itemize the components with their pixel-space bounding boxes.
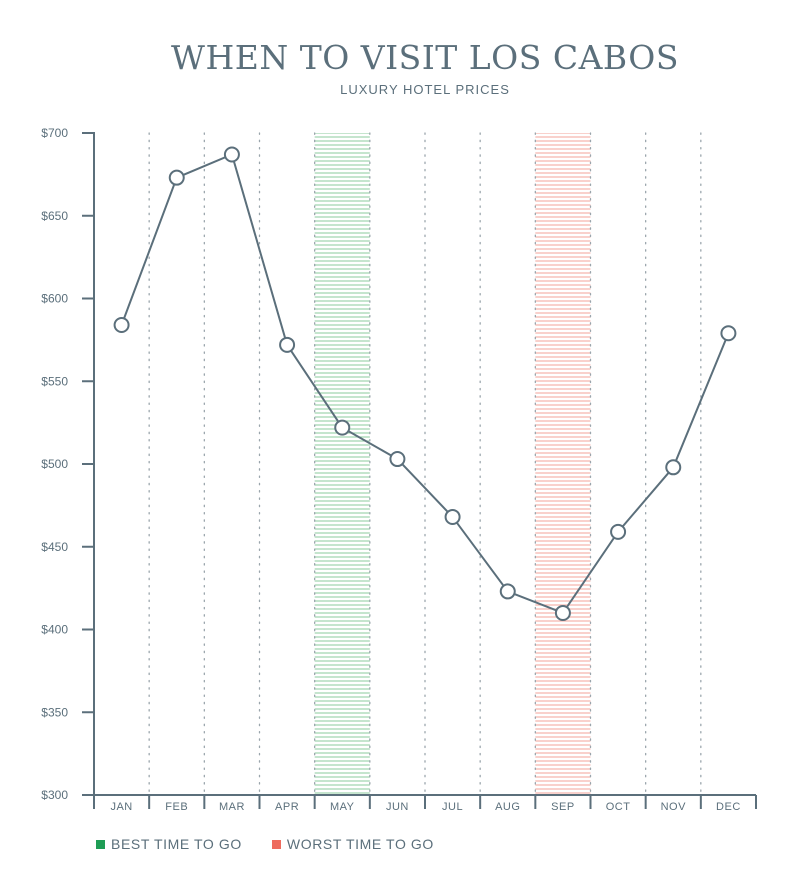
y-tick-label: $600 [41,292,68,306]
x-axis-ticks: JAN FEB MAR APR MAY JUN JUL AUG SEP OCT NOV DEC [93,795,757,813]
x-tick-label: DEC [716,801,741,813]
x-tick-label: MAR [219,801,245,813]
legend-label-best: BEST TIME TO GO [111,836,242,852]
data-point [223,146,240,163]
chart-title: WHEN TO VISIT LOS CABOS [171,38,679,77]
data-point [389,451,406,468]
y-tick-label: $500 [41,457,68,471]
legend-item-best: BEST TIME TO GO [96,836,242,852]
x-tick-label: MAY [330,801,355,813]
highlight-bands [314,133,591,795]
x-tick-label: OCT [606,801,631,813]
y-tick-label: $400 [41,623,68,637]
legend: BEST TIME TO GO WORST TIME TO GO [96,836,434,852]
data-point [334,419,351,436]
x-tick-label: JUL [442,801,463,813]
chart-subtitle: LUXURY HOTEL PRICES [340,82,510,97]
x-tick-label: SEP [551,801,575,813]
data-point [444,508,461,525]
highlight-band-best [314,133,370,795]
x-tick-label: JUN [386,801,409,813]
legend-swatch-best [96,839,105,849]
data-point [279,336,296,353]
x-tick-label: APR [275,801,299,813]
series-line [113,146,737,621]
y-tick-label: $300 [41,788,68,802]
x-tick-label: JAN [110,801,132,813]
x-tick-label: NOV [661,801,687,813]
data-point [554,604,571,621]
y-tick-label: $550 [41,374,68,388]
data-point [499,583,516,600]
data-point [665,459,682,476]
series-line-path [120,153,730,615]
legend-swatch-worst [271,839,281,849]
y-tick-label: $650 [41,209,68,223]
y-tick-label: $350 [41,705,68,719]
data-point [113,316,130,333]
legend-item-worst: WORST TIME TO GO [271,836,434,852]
highlight-band-worst [535,133,591,795]
data-point [720,325,737,342]
y-tick-label: $700 [41,126,68,140]
grid-lines [148,132,702,796]
data-point [168,169,185,186]
legend-label-worst: WORST TIME TO GO [286,836,434,852]
data-point [610,523,627,540]
x-tick-label: AUG [495,801,520,813]
y-axis-ticks: $300 $350 $400 $450 $500 $550 $600 $650 $700 [41,126,94,802]
y-tick-label: $450 [41,540,68,554]
x-tick-label: FEB [165,801,188,813]
